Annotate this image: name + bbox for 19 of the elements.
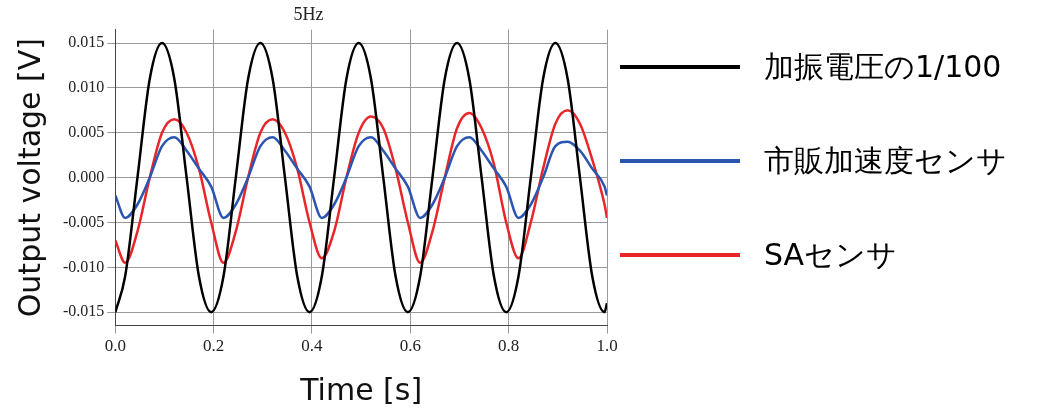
legend-label: SAセンサ [764,235,898,274]
y-tick-label: 0.010 [68,78,105,96]
legend-label: 市販加速度センサ [764,141,1007,180]
y-tick-label: -0.010 [63,257,105,275]
y-tick-label: -0.005 [63,212,105,230]
chart-title: 5Hz [293,3,324,24]
x-tick-label: 0.6 [399,336,421,356]
y-tick-label: -0.015 [63,302,105,320]
y-tick-label: 0.000 [68,167,105,185]
y-axis-title: Output voltage [V] [11,37,47,318]
x-tick-label: 0.8 [498,336,520,356]
y-tick-label: 0.015 [68,33,105,51]
x-tick-label: 0.0 [104,336,126,356]
legend-label: 加振電圧の1/100 [764,47,1002,86]
x-tick-label: 1.0 [596,336,618,356]
x-axis-title: Time [s] [299,371,423,407]
x-tick-label: 0.4 [301,336,324,356]
x-tick-label: 0.2 [203,336,225,356]
y-tick-label: 0.005 [68,122,105,140]
